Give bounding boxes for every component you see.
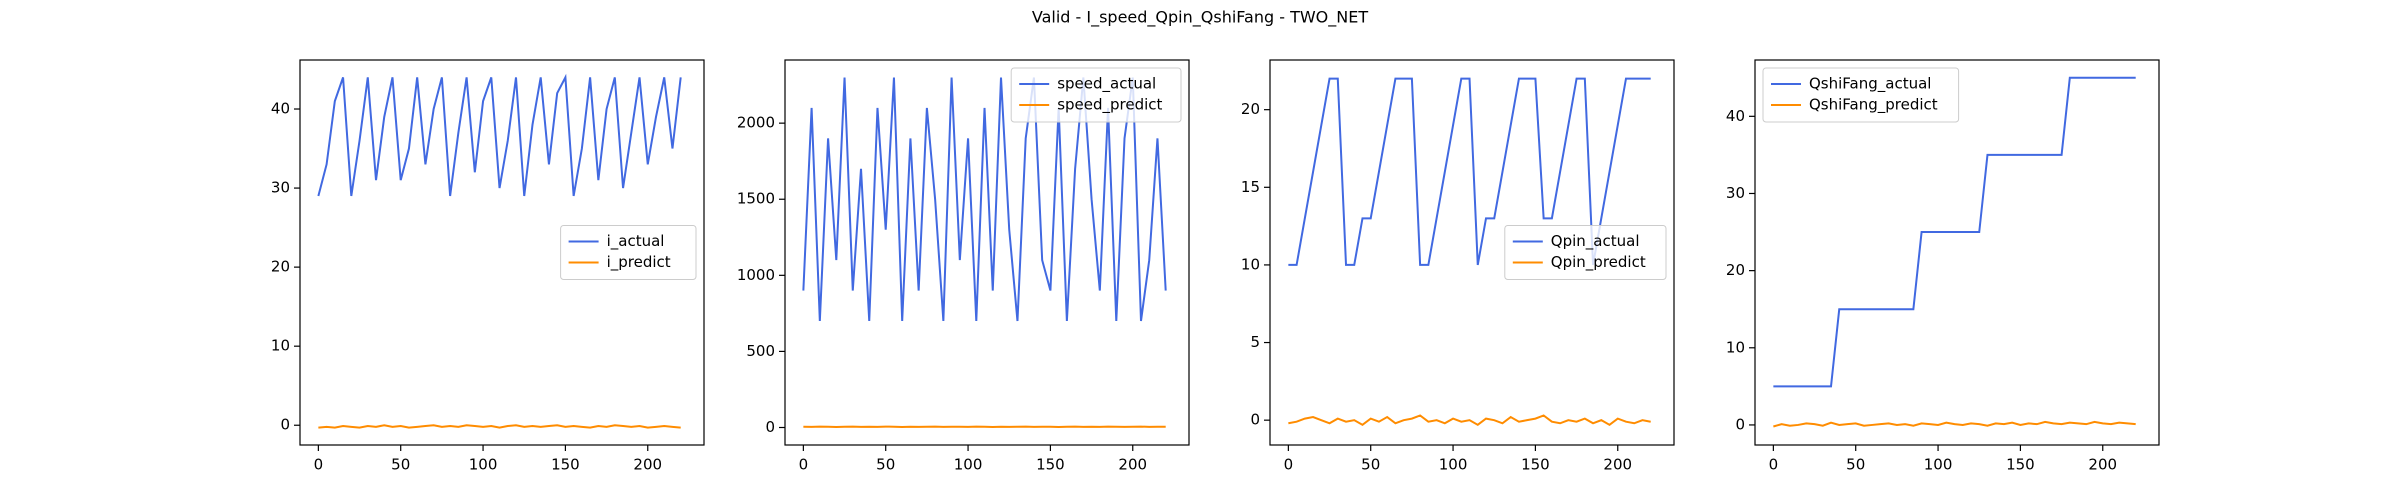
legend-box — [560, 225, 697, 280]
y-tick-label: 0 — [1735, 415, 1745, 433]
x-tick-label: 150 — [2006, 456, 2035, 474]
legend-label: i_predict — [607, 253, 671, 272]
y-tick-label: 1500 — [737, 190, 775, 208]
series-line — [1288, 77, 1651, 266]
y-tick-label: 0 — [765, 418, 775, 436]
y-tick-label: 30 — [1726, 184, 1745, 202]
x-tick-label: 200 — [633, 456, 662, 474]
x-tick-label: 100 — [1924, 456, 1953, 474]
y-tick-label: 500 — [746, 342, 775, 360]
y-tick-label: 20 — [271, 258, 290, 276]
legend-box — [1762, 67, 1960, 123]
x-tick-label: 200 — [1603, 456, 1632, 474]
x-tick-label: 100 — [1439, 456, 1468, 474]
x-tick-label: 0 — [1284, 456, 1294, 474]
y-tick-label: 15 — [1241, 178, 1260, 196]
y-tick-label: 10 — [1726, 338, 1745, 356]
x-tick-label: 200 — [2088, 456, 2117, 474]
series-line — [317, 73, 682, 197]
y-tick-label: 5 — [1250, 333, 1260, 351]
y-tick-label: 30 — [271, 179, 290, 197]
y-tick-label: 20 — [1726, 261, 1745, 279]
legend-box — [1010, 67, 1182, 123]
legend-label: i_actual — [607, 232, 665, 251]
series-line — [1773, 420, 2136, 428]
y-tick-label: 40 — [1726, 107, 1745, 125]
y-tick-label: 1000 — [737, 266, 775, 284]
x-tick-label: 50 — [1361, 456, 1380, 474]
y-tick-label: 20 — [1241, 100, 1260, 118]
x-tick-label: 50 — [1846, 456, 1865, 474]
series-line — [1773, 76, 2136, 388]
series-line — [1288, 414, 1651, 427]
x-tick-label: 100 — [954, 456, 983, 474]
axes-frame — [1269, 59, 1675, 446]
legend-label: Qpin_actual — [1551, 232, 1640, 251]
legend-box — [1504, 225, 1667, 280]
x-tick-label: 0 — [314, 456, 324, 474]
x-tick-label: 150 — [1521, 456, 1550, 474]
legend-label: Qpin_predict — [1551, 253, 1646, 272]
x-tick-label: 150 — [551, 456, 580, 474]
legend-label: QshiFang_predict — [1809, 96, 1938, 115]
axes-frame — [784, 59, 1190, 446]
y-tick-label: 40 — [271, 100, 290, 118]
x-tick-label: 150 — [1036, 456, 1065, 474]
legend-label: speed_actual — [1057, 75, 1156, 94]
y-tick-label: 0 — [1250, 411, 1260, 429]
y-tick-label: 0 — [280, 416, 290, 434]
series-line — [802, 77, 1167, 322]
legend-label: QshiFang_actual — [1809, 75, 1931, 94]
axes-frame — [299, 59, 705, 446]
legend-label: speed_predict — [1057, 96, 1162, 115]
figure-title: Valid - I_speed_Qpin_QshiFang - TWO_NET — [1032, 8, 1368, 28]
y-tick-label: 10 — [1241, 255, 1260, 273]
x-tick-label: 100 — [469, 456, 498, 474]
x-tick-label: 0 — [799, 456, 809, 474]
x-tick-label: 50 — [391, 456, 410, 474]
x-tick-label: 0 — [1769, 456, 1779, 474]
series-line — [318, 424, 681, 429]
axes-frame — [1754, 59, 2160, 446]
y-tick-label: 10 — [271, 337, 290, 355]
x-tick-label: 200 — [1118, 456, 1147, 474]
x-tick-label: 50 — [876, 456, 895, 474]
y-tick-label: 2000 — [737, 114, 775, 132]
